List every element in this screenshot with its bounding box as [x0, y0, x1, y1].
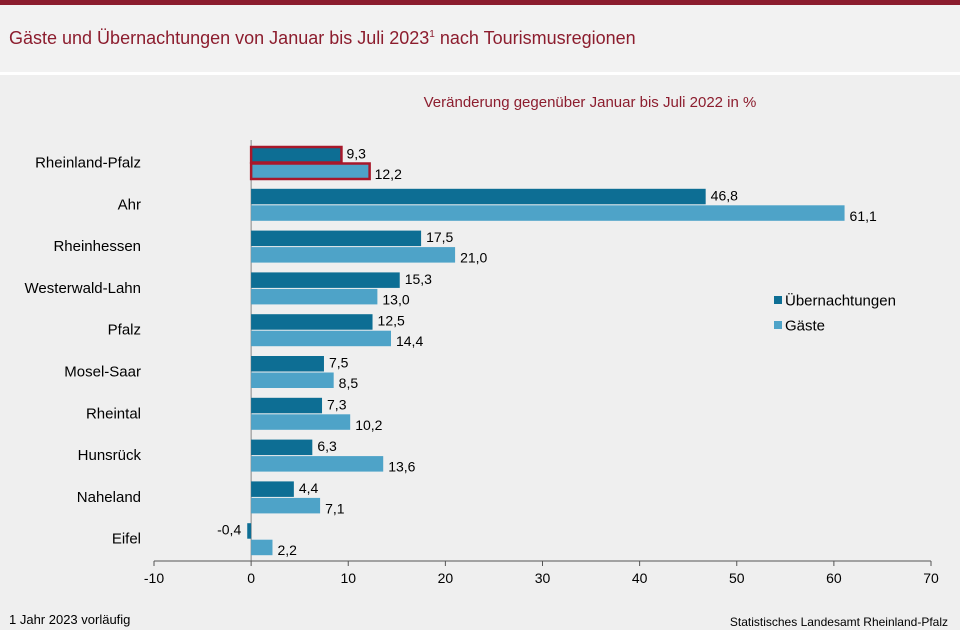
data-label: 7,1	[325, 500, 345, 516]
category-label: Pfalz	[108, 322, 141, 339]
data-label: 61,1	[850, 208, 877, 224]
title-footnote-marker: 1	[429, 29, 435, 40]
data-label: 21,0	[460, 250, 487, 266]
category-label: Naheland	[77, 489, 141, 506]
category-label: Ahr	[118, 196, 141, 213]
bar-gaeste	[251, 497, 321, 514]
bar-gaeste	[251, 330, 391, 347]
bar-gaeste	[251, 414, 351, 430]
bar-uebernachtungen	[251, 439, 313, 456]
category-label: Westerwald-Lahn	[25, 280, 141, 297]
bar-gaeste	[251, 247, 456, 263]
data-label: 13,6	[388, 459, 415, 475]
bar-uebernachtungen	[251, 188, 706, 205]
source-credit: Statistisches Landesamt Rheinland-Pfalz	[729, 615, 948, 629]
data-label: 2,2	[277, 542, 297, 558]
bar-uebernachtungen	[251, 356, 324, 372]
data-label: 46,8	[711, 187, 738, 203]
data-label: 17,5	[426, 229, 453, 245]
data-label: 7,5	[329, 355, 349, 371]
x-tick-label: -10	[144, 570, 164, 586]
data-label: 4,4	[299, 480, 319, 496]
category-label: Rheintal	[86, 405, 141, 422]
bar-uebernachtungen	[251, 397, 323, 414]
bar-uebernachtungen	[251, 314, 373, 330]
x-tick-label: 20	[438, 570, 454, 586]
bar-gaeste	[251, 205, 845, 221]
legend-label: Gäste	[785, 318, 825, 335]
bar-uebernachtungen	[247, 523, 252, 539]
data-label: 15,3	[405, 271, 432, 287]
x-tick-label: 40	[632, 570, 648, 586]
data-label: 9,3	[346, 146, 366, 162]
data-label: 10,2	[355, 417, 382, 433]
x-tick-label: 50	[729, 570, 745, 586]
data-label: 13,0	[382, 291, 409, 307]
category-label: Rheinland-Pfalz	[35, 155, 141, 172]
bar-gaeste	[251, 372, 334, 388]
category-label: Hunsrück	[78, 447, 142, 464]
x-tick-label: 10	[340, 570, 356, 586]
bar-uebernachtungen	[251, 230, 422, 247]
category-label: Mosel-Saar	[64, 364, 141, 381]
bar-uebernachtungen	[251, 481, 294, 497]
legend-swatch	[774, 321, 782, 329]
chart-title: Gäste und Übernachtungen von Januar bis …	[9, 28, 636, 48]
x-tick-label: 30	[535, 570, 551, 586]
bar-gaeste	[251, 539, 273, 556]
x-tick-label: 0	[247, 570, 255, 586]
legend-label: Übernachtungen	[785, 292, 896, 310]
bar-gaeste	[249, 162, 371, 181]
bar-uebernachtungen	[251, 272, 400, 288]
footnote: 1 Jahr 2023 vorläufig	[9, 612, 131, 627]
bar-uebernachtungen	[249, 145, 343, 164]
bar-gaeste	[251, 456, 384, 472]
data-label: 12,2	[375, 166, 402, 182]
data-label: -0,4	[217, 522, 241, 538]
legend-swatch	[774, 296, 782, 304]
data-label: 12,5	[378, 313, 405, 329]
bar-gaeste	[251, 288, 378, 305]
x-tick-label: 60	[826, 570, 842, 586]
data-label: 7,3	[327, 396, 347, 412]
x-tick-label: 70	[923, 570, 939, 586]
chart-subtitle: Veränderung gegenüber Januar bis Juli 20…	[423, 94, 757, 111]
title-area: Gäste und Übernachtungen von Januar bis …	[0, 5, 960, 75]
data-label: 6,3	[317, 438, 337, 454]
category-label: Rheinhessen	[53, 238, 141, 255]
data-label: 14,4	[396, 333, 423, 349]
top-accent-bar	[0, 0, 960, 5]
category-label: Eifel	[112, 531, 141, 548]
data-label: 8,5	[339, 375, 359, 391]
